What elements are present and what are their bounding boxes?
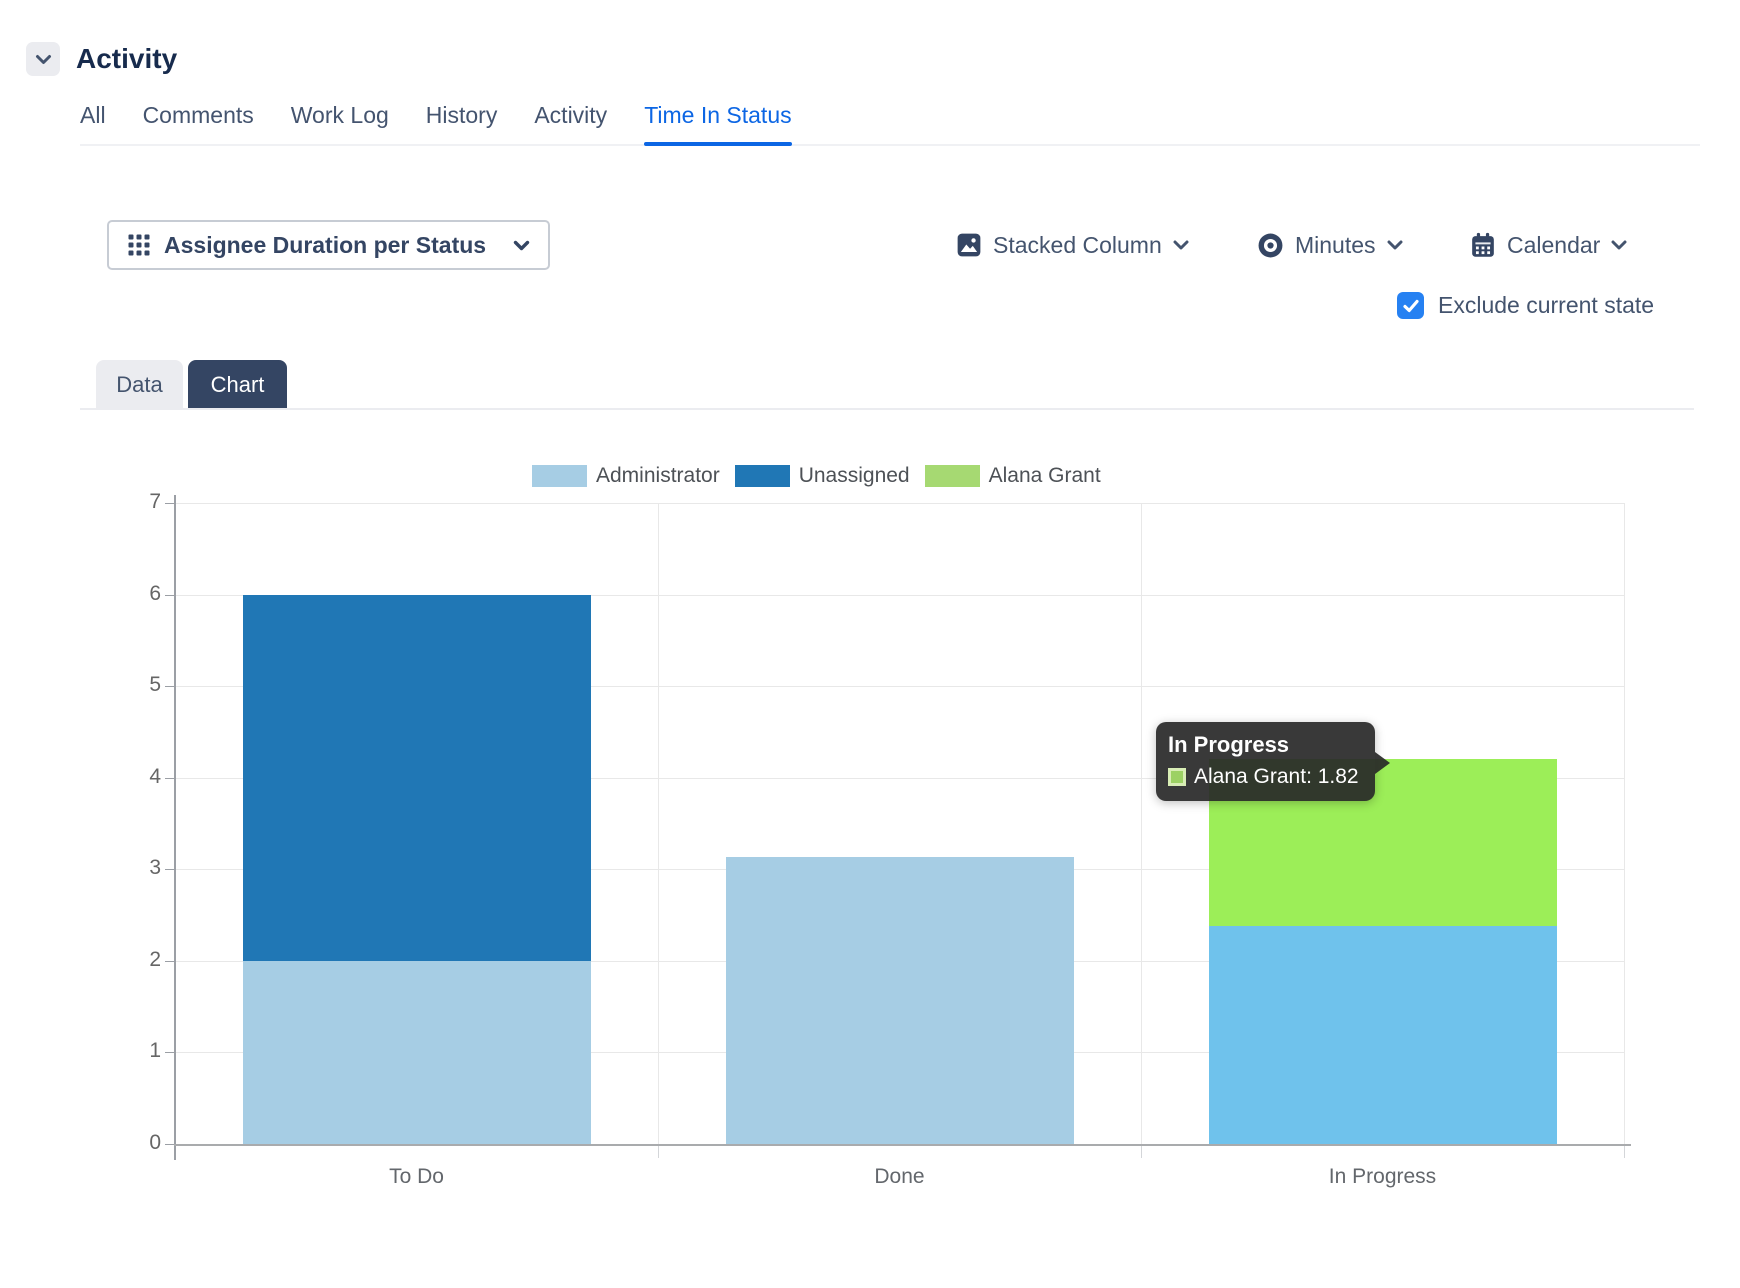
chart-tooltip: In Progress Alana Grant: 1.82 bbox=[1156, 722, 1390, 801]
activity-header: Activity bbox=[26, 42, 177, 76]
x-axis-category-label: To Do bbox=[389, 1165, 444, 1188]
bar-segment-administrator[interactable] bbox=[725, 857, 1074, 1144]
tab-chart[interactable]: Chart bbox=[188, 360, 287, 410]
y-axis-label: 7 bbox=[149, 490, 161, 513]
tooltip-row: Alana Grant: 1.82 bbox=[1168, 765, 1359, 789]
y-axis-label: 3 bbox=[149, 856, 161, 880]
checkbox-checked-icon bbox=[1397, 292, 1424, 319]
y-axis-label: 2 bbox=[149, 947, 161, 971]
legend-swatch bbox=[924, 465, 980, 487]
tooltip-title: In Progress bbox=[1168, 732, 1290, 757]
x-axis-category-label: In Progress bbox=[1328, 1165, 1437, 1188]
time-unit-label: Minutes bbox=[1295, 231, 1376, 258]
tooltip-arrow bbox=[1374, 752, 1390, 774]
x-gridline bbox=[658, 503, 659, 1144]
y-axis-tick bbox=[165, 503, 175, 504]
y-gridline bbox=[175, 594, 1624, 596]
grid-icon bbox=[127, 233, 151, 257]
calendar-dropdown[interactable]: Calendar bbox=[1470, 222, 1627, 268]
report-selector-label: Assignee Duration per Status bbox=[164, 231, 487, 258]
x-axis-tick bbox=[1624, 1144, 1625, 1158]
y-axis-tick bbox=[165, 594, 175, 596]
image-icon bbox=[956, 232, 982, 258]
y-axis-tick bbox=[165, 960, 175, 962]
bar-segment-administrator[interactable] bbox=[242, 960, 591, 1144]
legend-item-unassigned[interactable]: Unassigned bbox=[734, 464, 910, 488]
bar-segment-administrator[interactable] bbox=[1208, 926, 1557, 1144]
x-gridline bbox=[1624, 503, 1625, 1144]
page-title: Activity bbox=[76, 43, 178, 74]
eye-icon bbox=[1257, 232, 1284, 259]
y-axis-tick bbox=[165, 686, 175, 688]
view-tabs-divider bbox=[80, 408, 1694, 410]
chart-type-dropdown[interactable]: Stacked Column bbox=[956, 222, 1189, 268]
y-axis-label: 5 bbox=[149, 673, 161, 697]
legend-item-alana-grant[interactable]: Alana Grant bbox=[924, 464, 1101, 488]
legend-label: Alana Grant bbox=[988, 464, 1101, 487]
y-gridline bbox=[175, 686, 1624, 688]
tooltip-series-swatch bbox=[1168, 768, 1186, 786]
y-axis-label: 1 bbox=[149, 1039, 161, 1063]
y-axis-line bbox=[174, 495, 176, 1160]
y-axis-label: 0 bbox=[149, 1131, 161, 1154]
y-gridline bbox=[175, 503, 1624, 504]
y-axis-tick bbox=[165, 777, 175, 779]
chevron-down-icon bbox=[1173, 240, 1189, 250]
chevron-down-icon bbox=[1611, 240, 1627, 250]
tab-data[interactable]: Data bbox=[96, 360, 183, 410]
activity-tab-history[interactable]: History bbox=[425, 102, 498, 128]
chevron-down-icon bbox=[513, 240, 530, 251]
y-axis-label: 4 bbox=[149, 764, 161, 788]
activity-tab-comments[interactable]: Comments bbox=[142, 102, 254, 128]
activity-tab-work-log[interactable]: Work Log bbox=[290, 102, 389, 128]
collapse-activity-button[interactable] bbox=[26, 42, 60, 76]
activity-tab-strip: All Comments Work Log History Activity Time I… bbox=[80, 102, 1700, 146]
chevron-down-icon bbox=[1387, 240, 1403, 250]
y-axis-tick bbox=[165, 1144, 175, 1145]
y-axis-label: 6 bbox=[149, 581, 161, 605]
chart-type-label: Stacked Column bbox=[993, 231, 1162, 258]
exclude-current-state-checkbox[interactable]: Exclude current state bbox=[1397, 292, 1654, 319]
legend-item-administrator[interactable]: Administrator bbox=[532, 464, 720, 488]
time-unit-dropdown[interactable]: Minutes bbox=[1257, 222, 1403, 268]
legend-label: Administrator bbox=[596, 464, 720, 487]
chevron-down-icon bbox=[35, 54, 52, 65]
legend-swatch bbox=[532, 465, 587, 487]
bar-segment-unassigned[interactable] bbox=[242, 594, 591, 961]
report-selector-button[interactable]: Assignee Duration per Status bbox=[107, 220, 550, 270]
exclude-current-state-label: Exclude current state bbox=[1438, 292, 1655, 318]
activity-tab-activity[interactable]: Activity bbox=[534, 102, 608, 128]
x-axis-tick bbox=[1141, 1144, 1142, 1158]
calendar-label: Calendar bbox=[1507, 231, 1601, 258]
chart-legend: Administrator Unassigned Alana Grant bbox=[532, 464, 1101, 488]
x-axis-tick bbox=[658, 1144, 659, 1158]
y-axis-tick bbox=[165, 869, 175, 871]
y-axis-tick bbox=[165, 1052, 175, 1054]
activity-tab-all[interactable]: All bbox=[80, 102, 106, 128]
view-tab-strip: Data Chart bbox=[96, 360, 287, 410]
x-axis-category-label: Done bbox=[874, 1165, 925, 1188]
x-axis-line bbox=[174, 1144, 1631, 1146]
tooltip-series-value: Alana Grant: 1.82 bbox=[1194, 765, 1359, 788]
calendar-icon bbox=[1470, 232, 1496, 258]
x-gridline bbox=[1141, 503, 1142, 1144]
legend-swatch bbox=[734, 465, 790, 487]
activity-tab-time-in-status[interactable]: Time In Status bbox=[644, 102, 793, 146]
y-gridline bbox=[175, 777, 1624, 779]
legend-label: Unassigned bbox=[798, 464, 910, 487]
